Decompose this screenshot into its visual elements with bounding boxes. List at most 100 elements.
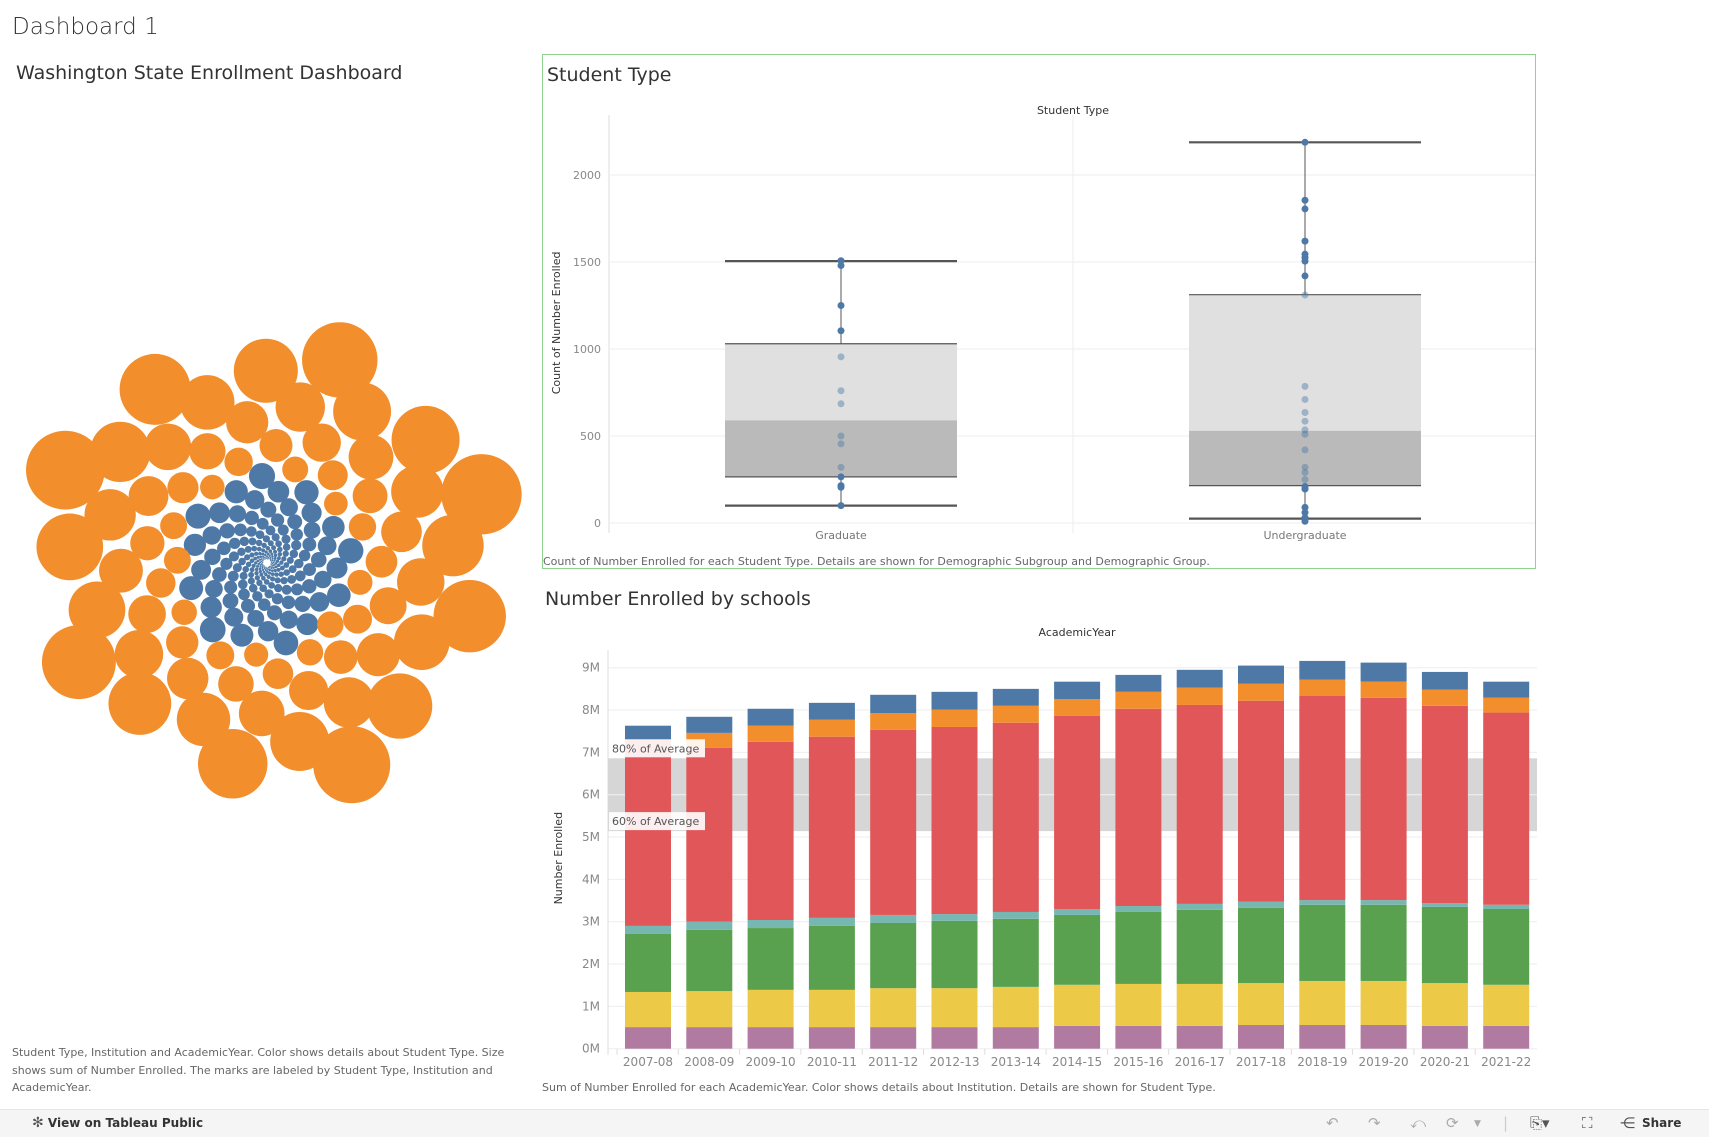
bar-segment xyxy=(1238,901,1284,908)
bar-segment xyxy=(808,736,855,918)
bubble-mark xyxy=(274,565,278,569)
bar-segment xyxy=(747,725,794,742)
data-point xyxy=(837,327,845,335)
bubble-mark xyxy=(271,557,274,560)
bubble-mark xyxy=(303,563,316,577)
bar-segment xyxy=(686,921,733,930)
bar-segment xyxy=(1483,697,1530,713)
y-tick-label: 6M xyxy=(582,788,600,802)
bubble-mark xyxy=(262,559,264,562)
bubble-mark xyxy=(242,565,250,573)
view-on-tableau-public-link[interactable]: ✻ View on Tableau Public xyxy=(32,1115,203,1131)
bubble-mark xyxy=(294,570,306,582)
bar-segment xyxy=(870,694,917,713)
bubble-mark xyxy=(99,548,143,593)
x-category-label: 2007-08 xyxy=(623,1055,673,1069)
bubble-mark xyxy=(248,583,258,593)
data-point xyxy=(1301,430,1309,438)
bubble-mark xyxy=(270,569,274,572)
bubble-mark xyxy=(274,572,279,577)
bubble-mark xyxy=(239,536,250,547)
student-type-boxplot[interactable]: Student Type 0 500 1000 1500 2000 Count of Num… xyxy=(543,90,1535,550)
bubble-mark xyxy=(268,558,270,560)
bar-segment xyxy=(747,920,794,929)
download-icon[interactable]: ⎘▾ xyxy=(1530,1114,1550,1132)
bubble-mark xyxy=(228,505,247,523)
bubble-mark xyxy=(245,561,252,568)
bubble-mark xyxy=(287,514,303,530)
bar-segment xyxy=(1176,687,1223,705)
bubble-mark xyxy=(222,593,239,609)
bubble-mark xyxy=(108,672,172,735)
share-button[interactable]: Share xyxy=(1642,1116,1682,1130)
bubble-mark xyxy=(270,572,275,576)
bar-segment xyxy=(686,716,733,733)
bar-segment xyxy=(686,1027,733,1049)
bubble-mark xyxy=(226,401,269,444)
bubble-mark xyxy=(272,561,275,564)
data-point xyxy=(1301,257,1309,265)
bubble-mark xyxy=(274,584,283,593)
bubble-mark xyxy=(167,472,199,504)
data-point xyxy=(1301,426,1309,434)
fullscreen-icon[interactable]: ⛶ xyxy=(1582,1114,1593,1132)
x-category-label: 2015-16 xyxy=(1113,1055,1163,1069)
bubble-mark xyxy=(166,626,199,659)
bubble-mark xyxy=(309,592,330,612)
bar-segment xyxy=(1483,1025,1530,1049)
revert-icon[interactable]: ⤺ xyxy=(1410,1114,1427,1132)
y-tick-label: 1500 xyxy=(573,256,601,269)
data-point xyxy=(1301,485,1309,493)
undo-icon[interactable]: ↶ xyxy=(1326,1114,1339,1132)
bubble-mark xyxy=(271,533,280,542)
reference-label-background xyxy=(609,739,705,758)
bubble-mark xyxy=(322,515,345,539)
bubble-mark xyxy=(266,605,283,621)
bubble-mark xyxy=(259,565,262,568)
bubble-mark xyxy=(260,501,277,518)
bubble-mark xyxy=(238,557,246,566)
bar-segment xyxy=(1360,662,1407,682)
bubble-mark xyxy=(262,658,294,690)
bubble-mark xyxy=(191,559,212,580)
bubble-mark xyxy=(249,558,255,564)
bar-segment xyxy=(931,726,978,915)
bubble-mark xyxy=(258,558,262,561)
dashboard-subtitle: Washington State Enrollment Dashboard xyxy=(16,62,403,84)
bubble-mark xyxy=(277,524,289,536)
bubble-mark xyxy=(254,575,260,581)
bubble-mark xyxy=(289,549,299,559)
bubble-mark xyxy=(128,476,169,517)
bar-segment xyxy=(931,691,978,710)
bubble-mark xyxy=(271,559,274,562)
refresh-icon[interactable]: ⟳ xyxy=(1446,1114,1459,1132)
y-tick-label: 1M xyxy=(582,999,600,1013)
share-icon[interactable]: ⋲ xyxy=(1620,1114,1635,1132)
bubble-mark xyxy=(294,558,304,569)
enrollment-stacked-bar-chart[interactable]: AcademicYear 0M 1M 2M 3M 4M 5M 6M 7M 8M 9M Number E… xyxy=(543,620,1537,1070)
bubble-mark xyxy=(265,567,268,570)
box-lower xyxy=(725,420,957,477)
data-point xyxy=(1301,409,1309,417)
bubble-mark xyxy=(314,570,332,589)
bar-segment xyxy=(1421,671,1468,690)
bubble-mark xyxy=(261,575,266,581)
bar-segment xyxy=(625,740,671,926)
bubble-mark xyxy=(259,584,268,593)
redo-icon[interactable]: ↷ xyxy=(1368,1114,1381,1132)
bubble-mark xyxy=(287,574,297,584)
bubble-mark xyxy=(294,480,319,505)
bubble-mark xyxy=(249,567,255,573)
bubble-mark xyxy=(248,537,257,546)
bubble-mark xyxy=(258,567,262,571)
packed-bubble-chart[interactable] xyxy=(0,300,540,830)
refresh-dropdown-icon[interactable]: ▼ xyxy=(1474,1119,1481,1129)
x-category-label: 2016-17 xyxy=(1175,1055,1225,1069)
bubble-mark xyxy=(254,571,259,576)
bar-segment xyxy=(808,702,855,720)
bubble-mark xyxy=(262,535,270,543)
bar-segment xyxy=(1054,699,1101,716)
bubble-mark xyxy=(265,545,271,551)
bar-segment xyxy=(931,1027,978,1049)
bubble-mark xyxy=(275,540,282,548)
